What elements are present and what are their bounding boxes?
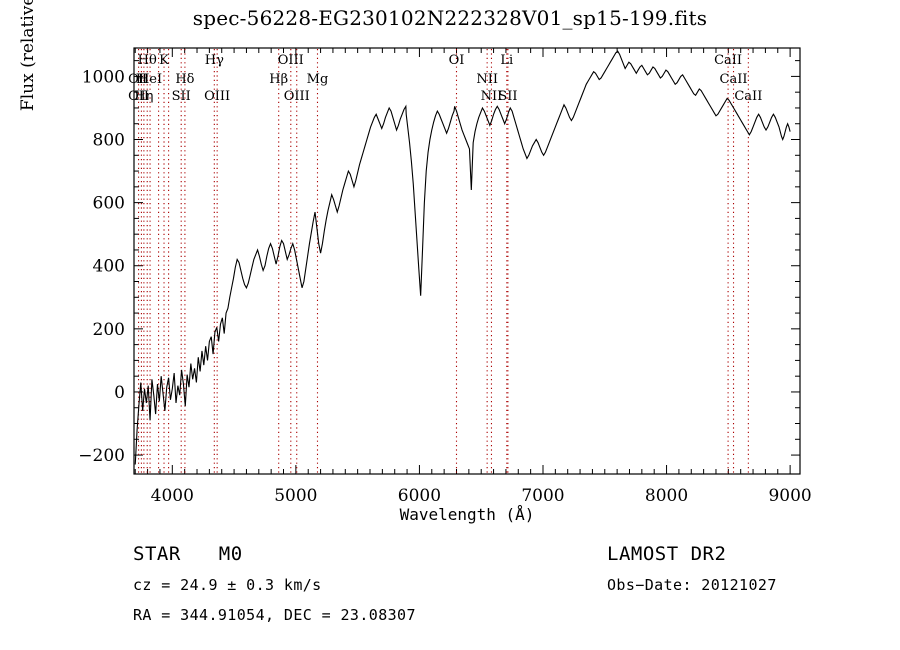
line-marker-label: OIII xyxy=(284,89,310,104)
line-marker-label: Hη xyxy=(134,89,153,104)
line-marker-label: Hβ xyxy=(269,72,288,87)
x-tick-label: 7000 xyxy=(521,486,564,506)
y-tick-label: 400 xyxy=(93,257,125,277)
line-marker-label: OIII xyxy=(204,89,230,104)
line-marker-label: OIII xyxy=(278,53,304,68)
x-axis-label: Wavelength (Å) xyxy=(399,505,535,524)
line-marker-label: H xyxy=(136,72,147,87)
survey-name: LAMOST DR2 xyxy=(607,543,727,565)
y-tick-label: 0 xyxy=(114,383,125,403)
line-marker-label: HeI xyxy=(138,72,162,87)
y-tick-label: 800 xyxy=(93,131,125,151)
x-axis-ticks xyxy=(134,48,791,474)
line-marker-label: NII xyxy=(481,89,503,104)
spectrum-trace xyxy=(134,50,791,465)
footer-info: STAR M0 cz = 24.9 ± 0.3 km/s RA = 344.910… xyxy=(0,528,900,650)
line-marker-label: OI xyxy=(449,53,465,68)
cz-line: cz = 24.9 ± 0.3 km/s xyxy=(133,576,322,594)
line-marker-label: SII xyxy=(498,89,517,104)
line-marker-label: OII xyxy=(128,72,149,87)
y-tick-label: −200 xyxy=(78,446,125,466)
line-marker-label: SII xyxy=(172,89,191,104)
object-class: STAR xyxy=(133,543,181,565)
y-tick-label: 200 xyxy=(93,320,125,340)
line-marker-label: CaII xyxy=(734,89,762,104)
line-marker-label: OII xyxy=(128,89,149,104)
page-title: spec-56228-EG230102N222328V01_sp15-199.f… xyxy=(192,6,708,30)
obs-date: Obs−Date: 20121027 xyxy=(607,576,777,594)
y-tick-label: 1000 xyxy=(82,67,125,87)
line-marker-rules xyxy=(138,49,749,473)
plot-frame xyxy=(133,47,801,475)
y-axis-ticks xyxy=(134,60,800,456)
line-marker-label: CaII xyxy=(714,53,742,68)
coords-line: RA = 344.91054, DEC = 23.08307 xyxy=(133,606,416,624)
line-marker-label: Hδ xyxy=(175,72,194,87)
footer-right-block: LAMOST DR2 Obs−Date: 20121027 xyxy=(607,538,777,600)
x-tick-label: 6000 xyxy=(398,486,441,506)
line-marker-label: Mg xyxy=(307,72,329,87)
line-marker-label: Hθ xyxy=(138,53,157,68)
spectrum-chart: 4000 5000 6000 7000 8000 9000 −200 0 200 400 600 80… xyxy=(78,47,812,506)
object-class-line: STAR M0 xyxy=(133,538,416,570)
line-marker-label: CaII xyxy=(720,72,748,87)
x-tick-label: 5000 xyxy=(274,486,317,506)
x-tick-label: 8000 xyxy=(645,486,688,506)
y-tick-label: 600 xyxy=(93,194,125,214)
spectral-type: M0 xyxy=(218,543,243,565)
chart-area: 4000 5000 6000 7000 8000 9000 −200 0 200 400 600 80… xyxy=(78,47,812,506)
x-tick-label: 9000 xyxy=(768,486,811,506)
x-tick-label: 4000 xyxy=(151,486,194,506)
y-axis-label: Flux (relative) xyxy=(18,0,38,112)
line-marker-label: Hγ xyxy=(205,53,224,68)
line-marker-label: Li xyxy=(500,53,513,68)
line-marker-label: K xyxy=(159,53,169,68)
line-marker-label: NII xyxy=(476,72,498,87)
footer-left-block: STAR M0 cz = 24.9 ± 0.3 km/s RA = 344.910… xyxy=(133,538,416,630)
